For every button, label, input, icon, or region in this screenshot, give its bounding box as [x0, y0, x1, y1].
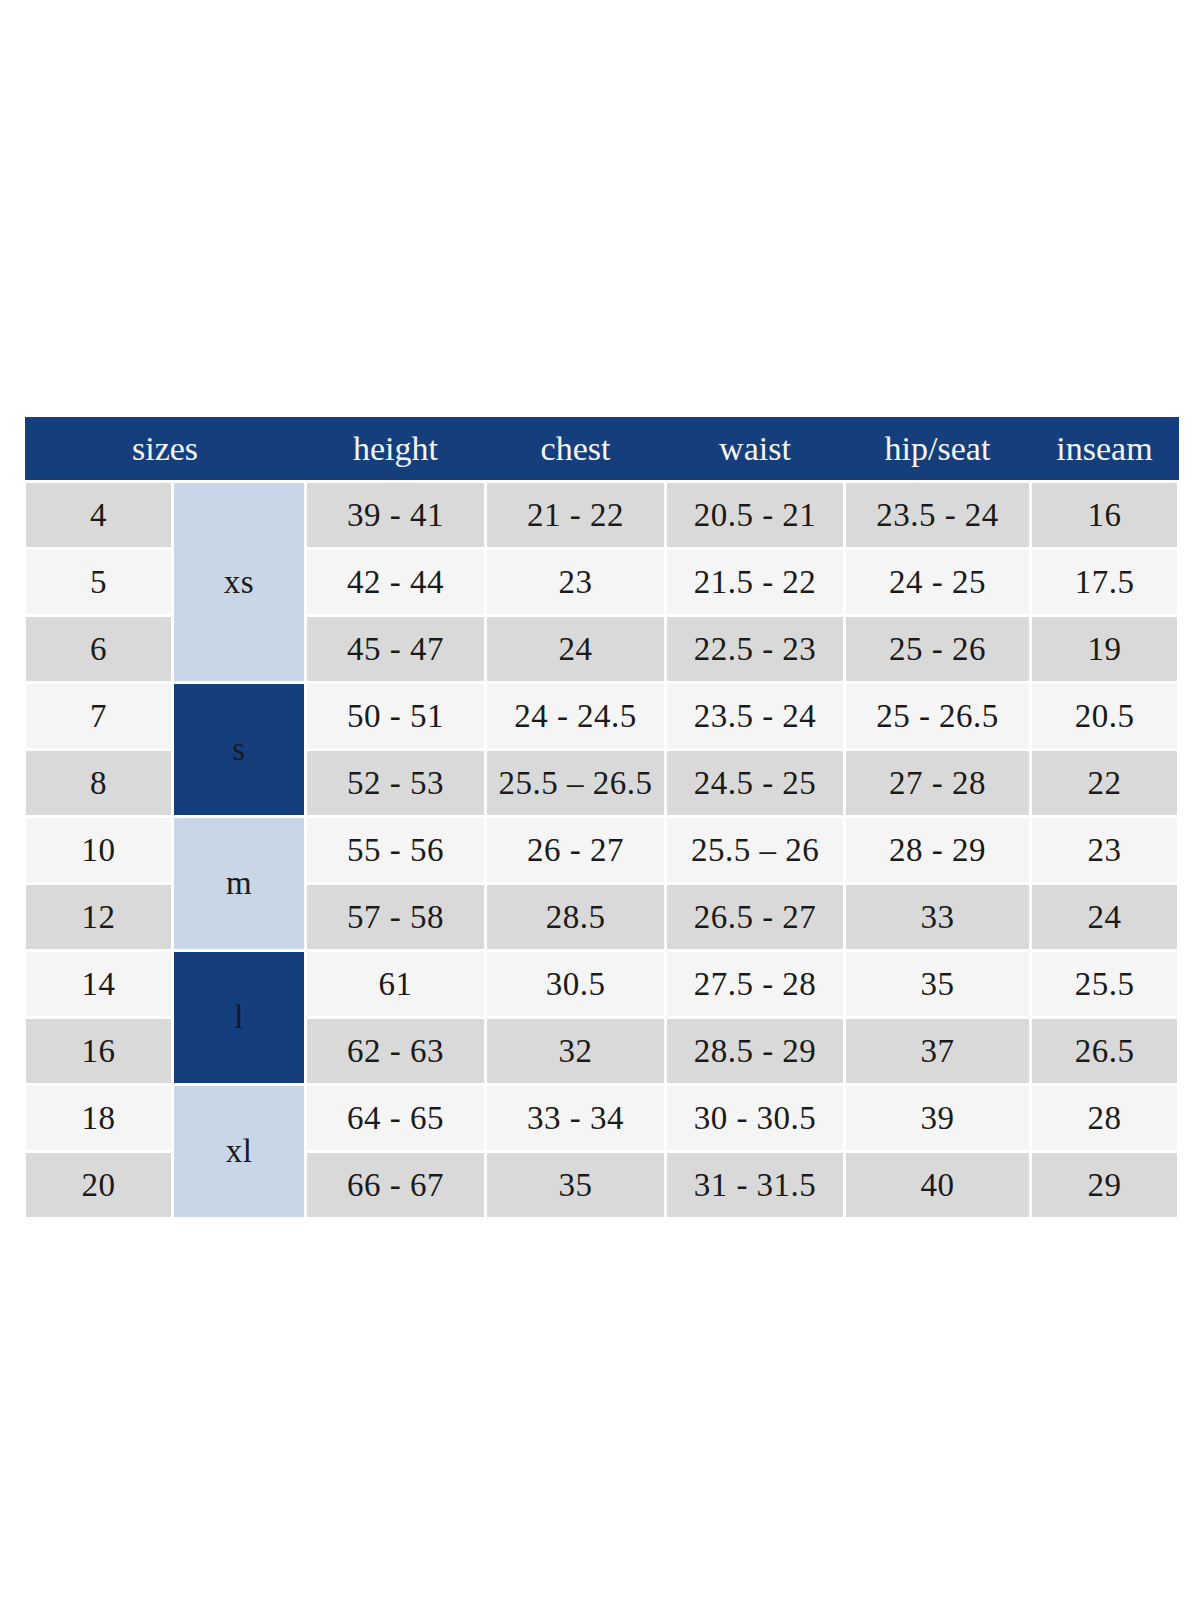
size-number-cell: 18: [25, 1085, 173, 1152]
size-number-cell: 7: [25, 683, 173, 750]
hip-seat-cell: 33: [845, 884, 1031, 951]
header-height: height: [306, 417, 486, 482]
waist-cell: 30 - 30.5: [666, 1085, 845, 1152]
waist-cell: 21.5 - 22: [666, 549, 845, 616]
waist-cell: 22.5 - 23: [666, 616, 845, 683]
height-cell: 62 - 63: [306, 1018, 486, 1085]
header-inseam: inseam: [1031, 417, 1179, 482]
header-waist: waist: [666, 417, 845, 482]
chest-cell: 24 - 24.5: [486, 683, 666, 750]
hip-seat-cell: 24 - 25: [845, 549, 1031, 616]
size-number-cell: 8: [25, 750, 173, 817]
inseam-cell: 25.5: [1031, 951, 1179, 1018]
chest-cell: 28.5: [486, 884, 666, 951]
chest-cell: 23: [486, 549, 666, 616]
size-group-cell-s: s: [173, 683, 306, 817]
chest-cell: 30.5: [486, 951, 666, 1018]
chest-cell: 33 - 34: [486, 1085, 666, 1152]
chest-cell: 26 - 27: [486, 817, 666, 884]
table-row: 14 l 61 30.5 27.5 - 28 35 25.5: [25, 951, 1179, 1018]
table-row: 4 xs 39 - 41 21 - 22 20.5 - 21 23.5 - 24…: [25, 482, 1179, 549]
hip-seat-cell: 27 - 28: [845, 750, 1031, 817]
height-cell: 55 - 56: [306, 817, 486, 884]
header-chest: chest: [486, 417, 666, 482]
hip-seat-cell: 25 - 26.5: [845, 683, 1031, 750]
hip-seat-cell: 40: [845, 1152, 1031, 1219]
header-sizes: sizes: [25, 417, 306, 482]
waist-cell: 26.5 - 27: [666, 884, 845, 951]
page: sizes height chest waist hip/seat inseam…: [0, 0, 1200, 1600]
height-cell: 50 - 51: [306, 683, 486, 750]
inseam-cell: 22: [1031, 750, 1179, 817]
table-row: 7 s 50 - 51 24 - 24.5 23.5 - 24 25 - 26.…: [25, 683, 1179, 750]
size-number-cell: 14: [25, 951, 173, 1018]
inseam-cell: 17.5: [1031, 549, 1179, 616]
height-cell: 64 - 65: [306, 1085, 486, 1152]
hip-seat-cell: 39: [845, 1085, 1031, 1152]
table-row: 18 xl 64 - 65 33 - 34 30 - 30.5 39 28: [25, 1085, 1179, 1152]
inseam-cell: 28: [1031, 1085, 1179, 1152]
size-group-cell-xl: xl: [173, 1085, 306, 1219]
height-cell: 57 - 58: [306, 884, 486, 951]
size-number-cell: 6: [25, 616, 173, 683]
hip-seat-cell: 37: [845, 1018, 1031, 1085]
waist-cell: 25.5 – 26: [666, 817, 845, 884]
size-number-cell: 4: [25, 482, 173, 549]
inseam-cell: 26.5: [1031, 1018, 1179, 1085]
height-cell: 42 - 44: [306, 549, 486, 616]
size-group-cell-m: m: [173, 817, 306, 951]
chest-cell: 21 - 22: [486, 482, 666, 549]
waist-cell: 20.5 - 21: [666, 482, 845, 549]
height-cell: 66 - 67: [306, 1152, 486, 1219]
inseam-cell: 19: [1031, 616, 1179, 683]
inseam-cell: 29: [1031, 1152, 1179, 1219]
header-hip-seat: hip/seat: [845, 417, 1031, 482]
hip-seat-cell: 23.5 - 24: [845, 482, 1031, 549]
chest-cell: 35: [486, 1152, 666, 1219]
hip-seat-cell: 25 - 26: [845, 616, 1031, 683]
table-row: 10 m 55 - 56 26 - 27 25.5 – 26 28 - 29 2…: [25, 817, 1179, 884]
size-group-cell-xs: xs: [173, 482, 306, 683]
header-row: sizes height chest waist hip/seat inseam: [25, 417, 1179, 482]
height-cell: 39 - 41: [306, 482, 486, 549]
waist-cell: 28.5 - 29: [666, 1018, 845, 1085]
height-cell: 52 - 53: [306, 750, 486, 817]
chest-cell: 32: [486, 1018, 666, 1085]
size-number-cell: 16: [25, 1018, 173, 1085]
chest-cell: 25.5 – 26.5: [486, 750, 666, 817]
waist-cell: 23.5 - 24: [666, 683, 845, 750]
hip-seat-cell: 35: [845, 951, 1031, 1018]
hip-seat-cell: 28 - 29: [845, 817, 1031, 884]
inseam-cell: 24: [1031, 884, 1179, 951]
chest-cell: 24: [486, 616, 666, 683]
inseam-cell: 23: [1031, 817, 1179, 884]
inseam-cell: 16: [1031, 482, 1179, 549]
height-cell: 61: [306, 951, 486, 1018]
size-number-cell: 10: [25, 817, 173, 884]
size-chart-table: sizes height chest waist hip/seat inseam…: [23, 417, 1180, 1220]
size-group-cell-l: l: [173, 951, 306, 1085]
size-number-cell: 20: [25, 1152, 173, 1219]
height-cell: 45 - 47: [306, 616, 486, 683]
waist-cell: 27.5 - 28: [666, 951, 845, 1018]
waist-cell: 24.5 - 25: [666, 750, 845, 817]
size-number-cell: 5: [25, 549, 173, 616]
waist-cell: 31 - 31.5: [666, 1152, 845, 1219]
inseam-cell: 20.5: [1031, 683, 1179, 750]
size-number-cell: 12: [25, 884, 173, 951]
